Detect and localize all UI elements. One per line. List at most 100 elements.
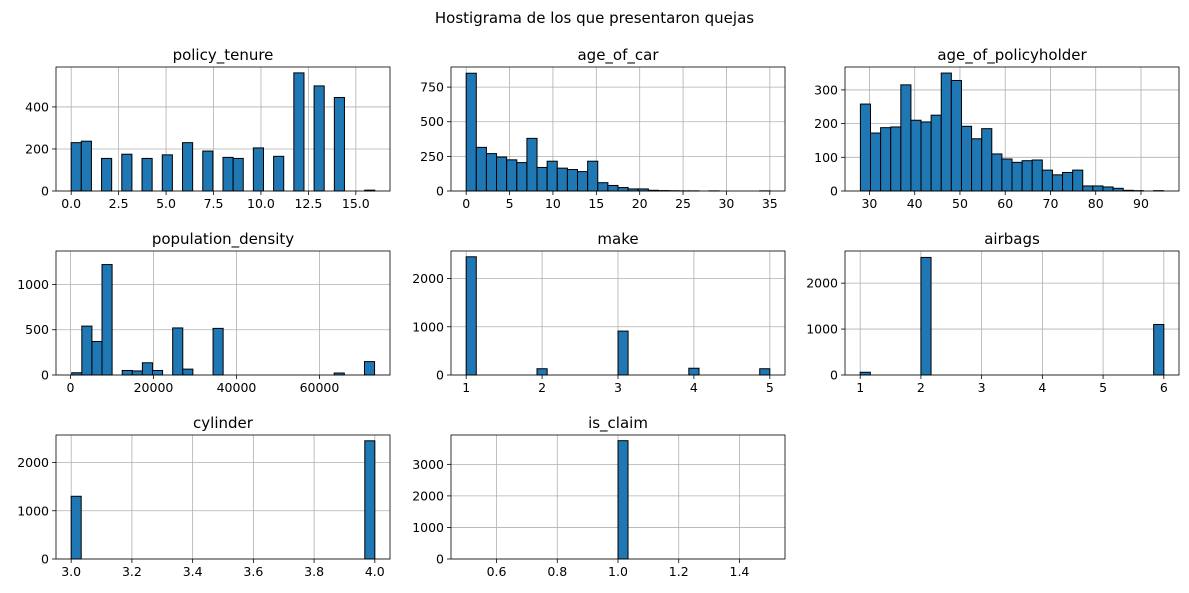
histogram-bar bbox=[70, 495, 82, 560]
x-tick-label: 4 bbox=[1038, 380, 1046, 395]
figure-suptitle: Hostigrama de los que presentaron quejas bbox=[435, 9, 754, 27]
subplot-title: age_of_car bbox=[577, 46, 659, 65]
x-tick-label: 0.8 bbox=[547, 564, 567, 579]
y-tick-label: 2000 bbox=[17, 455, 49, 470]
x-tick-label: 12.5 bbox=[294, 196, 322, 211]
x-tick-label: 30 bbox=[718, 196, 734, 211]
histogram-bar bbox=[910, 119, 922, 192]
histogram-bar bbox=[101, 264, 113, 376]
y-tick-label: 750 bbox=[420, 80, 444, 95]
histogram-bar bbox=[920, 121, 932, 192]
y-tick-label: 1000 bbox=[806, 322, 838, 337]
histogram-bar bbox=[546, 160, 558, 192]
axes-frame bbox=[55, 250, 391, 376]
y-tick-label: 1000 bbox=[412, 319, 444, 334]
y-tick-label: 1000 bbox=[17, 503, 49, 518]
subplot-age-of-policyholder: age_of_policyholder 30 40 50 60 70 80 90 0 100 200… bbox=[814, 46, 1180, 211]
x-tick-label: 3.2 bbox=[122, 564, 142, 579]
histogram-bar bbox=[182, 368, 194, 376]
y-tick-label: 2000 bbox=[412, 488, 444, 503]
histogram-bar bbox=[597, 182, 609, 192]
histogram-bar bbox=[70, 142, 82, 192]
y-tick-label: 0 bbox=[830, 184, 838, 199]
x-tick-label: 1 bbox=[856, 380, 864, 395]
histogram-bar bbox=[293, 72, 305, 192]
x-tick-label: 1.2 bbox=[669, 564, 689, 579]
axes-frame bbox=[55, 66, 391, 192]
histogram-bar bbox=[202, 150, 214, 192]
axes-frame bbox=[450, 66, 786, 192]
histogram-bar bbox=[141, 362, 153, 376]
y-tick-label: 500 bbox=[25, 322, 49, 337]
histogram-bar bbox=[465, 72, 477, 192]
histogram-bar bbox=[688, 367, 700, 376]
histogram-bar bbox=[161, 154, 173, 192]
histogram-bar bbox=[252, 147, 264, 192]
y-tick-label: 500 bbox=[420, 114, 444, 129]
x-tick-label: 3 bbox=[614, 380, 622, 395]
x-tick-label: 35 bbox=[762, 196, 778, 211]
histogram-bar bbox=[536, 368, 548, 376]
histogram-bar bbox=[1041, 169, 1053, 192]
histogram-bar bbox=[273, 155, 285, 192]
x-tick-label: 2 bbox=[917, 380, 925, 395]
histogram-bar bbox=[950, 79, 962, 192]
x-tick-label: 50 bbox=[952, 196, 968, 211]
x-tick-label: 3.4 bbox=[183, 564, 203, 579]
histogram-bar bbox=[232, 157, 244, 192]
x-tick-label: 30 bbox=[861, 196, 877, 211]
x-tick-label: 5.0 bbox=[156, 196, 176, 211]
histogram-bar bbox=[556, 167, 568, 192]
histogram-bar bbox=[759, 368, 771, 376]
subplot-title: make bbox=[597, 230, 638, 248]
histogram-bar bbox=[1092, 185, 1104, 192]
histogram-bar bbox=[496, 156, 508, 192]
x-tick-label: 70 bbox=[1043, 196, 1059, 211]
histogram-bar bbox=[465, 256, 477, 376]
axes-frame bbox=[844, 66, 1180, 192]
y-tick-label: 0 bbox=[41, 552, 49, 567]
histogram-bar bbox=[1011, 161, 1023, 192]
subplot-title: age_of_policyholder bbox=[937, 46, 1087, 65]
subplot-title: airbags bbox=[984, 230, 1040, 248]
histogram-bar bbox=[1031, 159, 1043, 192]
histogram-bar bbox=[880, 127, 892, 192]
histogram-bar bbox=[81, 325, 93, 376]
histogram-bar bbox=[91, 341, 103, 376]
subplot-policy-tenure: policy_tenure 0.0 2.5 5.0 7.5 10.0 12.5 15.0 0 20… bbox=[25, 46, 391, 211]
x-tick-label: 0 bbox=[67, 380, 75, 395]
x-tick-label: 80 bbox=[1088, 196, 1104, 211]
x-tick-label: 0 bbox=[462, 196, 470, 211]
y-tick-label: 250 bbox=[420, 149, 444, 164]
subplot-title: population_density bbox=[152, 230, 294, 249]
axes-frame bbox=[55, 434, 391, 560]
histogram-bar bbox=[212, 327, 224, 376]
histogram-bar bbox=[1153, 323, 1165, 376]
histogram-bar bbox=[121, 153, 133, 192]
histogram-bar bbox=[577, 171, 589, 192]
y-tick-label: 400 bbox=[25, 99, 49, 114]
x-tick-label: 7.5 bbox=[204, 196, 224, 211]
histogram-bar bbox=[526, 137, 538, 192]
subplot-cylinder: cylinder 3.0 3.2 3.4 3.6 3.8 4.0 0 1000 2000 bbox=[17, 414, 391, 579]
x-tick-label: 1.4 bbox=[730, 564, 750, 579]
y-tick-label: 0 bbox=[830, 368, 838, 383]
histogram-bar bbox=[617, 440, 629, 560]
histogram-bar bbox=[1102, 186, 1114, 192]
histogram-bar bbox=[131, 370, 143, 376]
histogram-bar bbox=[920, 256, 932, 376]
x-tick-label: 2 bbox=[538, 380, 546, 395]
x-tick-label: 3.6 bbox=[243, 564, 263, 579]
histogram-bar bbox=[869, 132, 882, 192]
x-tick-label: 10 bbox=[545, 196, 561, 211]
x-tick-label: 15.0 bbox=[342, 196, 370, 211]
histogram-bar bbox=[587, 160, 599, 192]
x-tick-label: 0.6 bbox=[487, 564, 507, 579]
histogram-bar bbox=[80, 140, 92, 192]
subplot-title: is_claim bbox=[588, 414, 648, 433]
histogram-bar bbox=[991, 153, 1003, 192]
x-tick-label: 3 bbox=[978, 380, 986, 395]
y-tick-label: 3000 bbox=[412, 457, 444, 472]
